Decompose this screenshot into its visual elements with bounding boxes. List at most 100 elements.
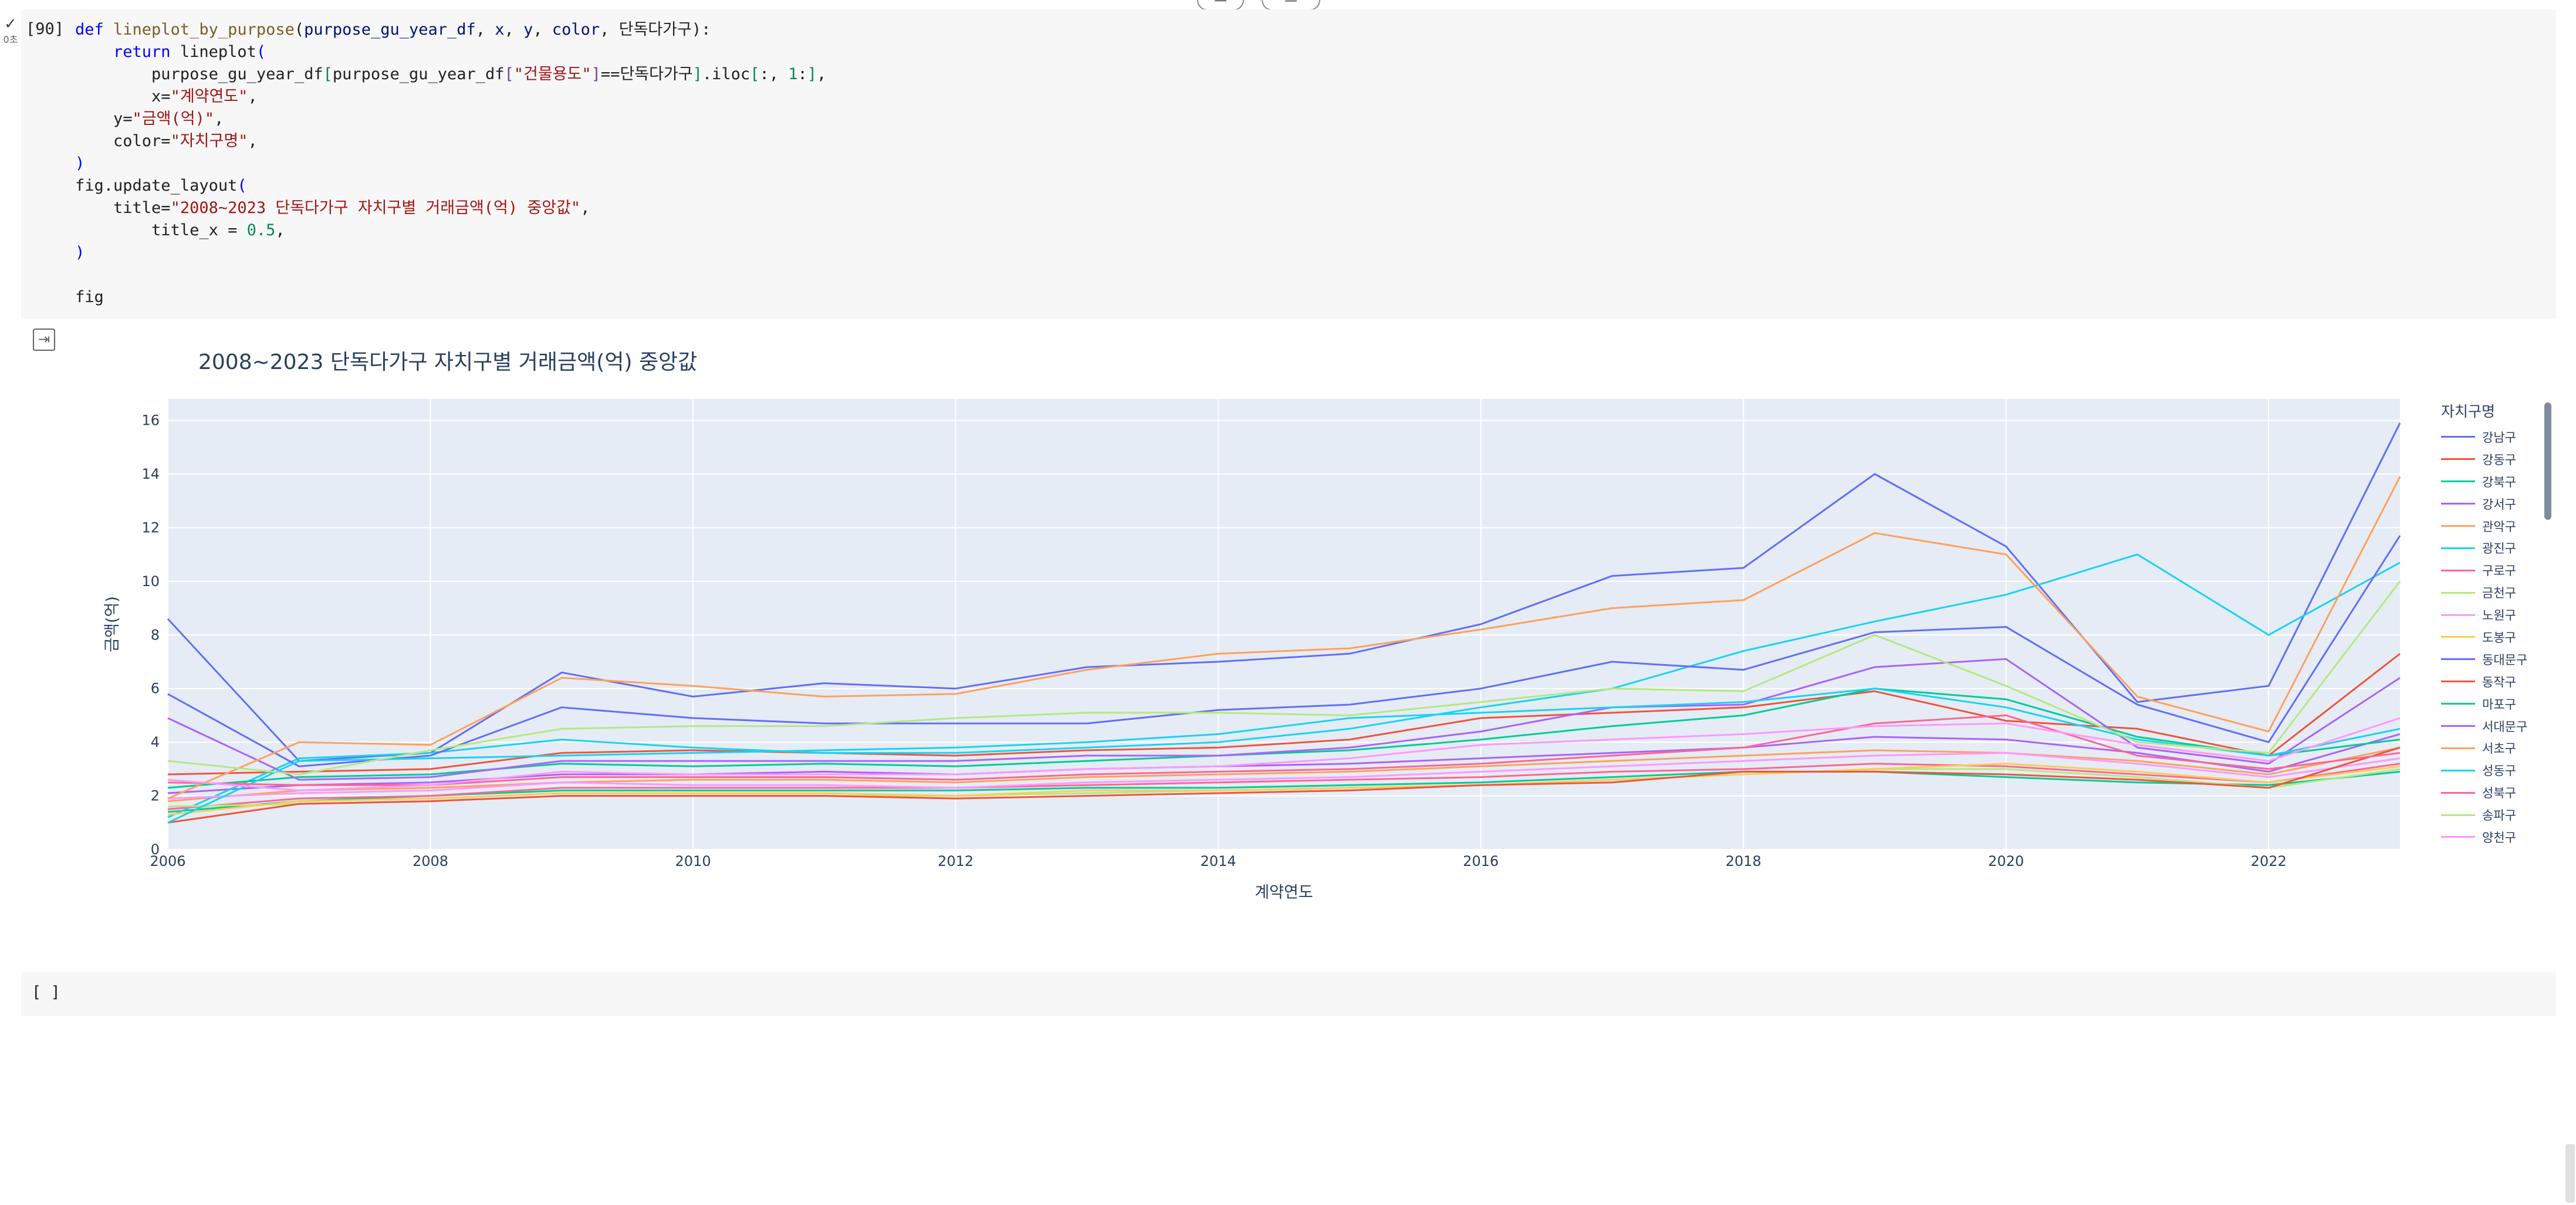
chart-svg[interactable]: 2006 2008 2010 2012 2014 2016 2018 2020 2022 0 2 4 6…: [100, 336, 2401, 910]
x-tick-label: 2014: [1201, 853, 1236, 869]
legend-item[interactable]: 금천구: [2441, 581, 2547, 604]
legend-item[interactable]: 동대문구: [2441, 648, 2547, 671]
legend-label: 성동구: [2482, 764, 2516, 778]
legend-item[interactable]: 동작구: [2441, 671, 2547, 693]
series-line-1[interactable]: [167, 422, 2401, 762]
y-axis-title: 금액(억): [103, 596, 121, 652]
series-line-4[interactable]: [167, 733, 2401, 794]
legend-item[interactable]: 서초구: [2441, 737, 2547, 759]
legend-item[interactable]: 노원구: [2441, 604, 2547, 626]
legend-item[interactable]: 성북구: [2441, 781, 2547, 804]
code-token: 0.5: [246, 221, 276, 239]
legend-label: 동대문구: [2482, 652, 2528, 667]
code-token: lineplot: [180, 43, 256, 61]
code-token: ]: [692, 65, 702, 83]
y-tick-label: 6: [151, 681, 160, 697]
empty-code-cell[interactable]: [ ]: [21, 972, 2556, 1016]
x-axis-title: 계약연도: [1255, 884, 1313, 902]
series-line-17[interactable]: [167, 714, 2401, 786]
legend-item[interactable]: 강남구: [2441, 426, 2547, 448]
series-line-7[interactable]: [167, 763, 2401, 810]
code-token: ,: [248, 87, 258, 106]
legend-item[interactable]: 광진구: [2441, 537, 2547, 559]
page-scrollbar[interactable]: [2565, 1144, 2575, 1203]
series-line-9[interactable]: [167, 752, 2401, 800]
y-tick-label: 4: [151, 734, 160, 750]
series-line-14[interactable]: [167, 658, 2401, 781]
series-line-16[interactable]: [167, 688, 2401, 824]
legend-label: 서대문구: [2482, 719, 2528, 734]
x-tick-label: 2016: [1463, 853, 1499, 869]
series-line-19[interactable]: [167, 717, 2401, 791]
code-line: ): [75, 242, 826, 264]
code-token: ,: [504, 21, 524, 39]
legend-swatch: [2441, 703, 2475, 705]
code-token: y: [523, 21, 533, 39]
code-token: [: [504, 65, 514, 83]
code-token: "2008~2023 단독다가구 자치구별 거래금액(억) 중앙값": [170, 199, 581, 217]
legend-item[interactable]: 도봉구: [2441, 626, 2547, 648]
code-token: purpose_gu_year_df: [75, 65, 323, 83]
code-token: purpose_gu_year_df: [304, 21, 476, 39]
legend-swatch: [2441, 591, 2475, 594]
series-line-18[interactable]: [167, 580, 2401, 776]
series-line-13[interactable]: [167, 688, 2401, 789]
code-token: 1: [788, 65, 798, 83]
legend-item[interactable]: 양천구: [2441, 826, 2547, 848]
run-time: 0초: [3, 34, 18, 45]
series-line-10[interactable]: [167, 763, 2401, 816]
legend-item[interactable]: 서대문구: [2441, 715, 2547, 737]
code-line: return lineplot(: [75, 41, 826, 63]
legend-swatch: [2441, 747, 2475, 749]
code-line: ): [75, 153, 826, 175]
legend-scrollbar[interactable]: [2544, 402, 2551, 520]
code-token: .iloc: [702, 65, 751, 83]
code-token: x: [495, 21, 505, 39]
series-line-12[interactable]: [167, 746, 2401, 824]
series-line-6[interactable]: [167, 553, 2401, 818]
legend-item[interactable]: 관악구: [2441, 515, 2547, 537]
legend-label: 노원구: [2482, 608, 2516, 623]
legend-label: 송파구: [2482, 808, 2516, 823]
legend-label: 강남구: [2482, 430, 2516, 445]
code-token: :,: [759, 65, 789, 83]
legend-item[interactable]: 구로구: [2441, 559, 2547, 581]
y-tick-label: 14: [141, 466, 160, 482]
y-tick-label: 10: [141, 573, 160, 590]
series-line-15[interactable]: [167, 476, 2401, 800]
x-tick-label: 2012: [938, 853, 973, 869]
code-token: fig: [75, 288, 104, 306]
code-line: fig.update_layout(: [75, 175, 826, 197]
legend-item[interactable]: 마포구: [2441, 693, 2547, 715]
legend-title: 자치구명: [2441, 403, 2496, 420]
code-token: ,: [214, 110, 224, 128]
output-toggle-icon[interactable]: ⇥: [33, 329, 55, 351]
chart-title: 2008~2023 단독다가구 자치구별 거래금액(억) 중앙값: [198, 350, 698, 374]
code-line: title_x = 0.5,: [75, 219, 826, 242]
y-tick-label: 12: [141, 519, 160, 536]
code-line: [75, 264, 826, 286]
code-token: ]: [807, 65, 817, 83]
legend-label: 도봉구: [2482, 630, 2516, 645]
series-line-3[interactable]: [167, 770, 2401, 813]
series-line-11[interactable]: [167, 535, 2401, 767]
code-token: "금액(억)": [132, 110, 215, 128]
cell-run-status[interactable]: ✓ 0초: [0, 16, 21, 46]
legend-item[interactable]: 강동구: [2441, 448, 2547, 471]
legend-swatch: [2441, 725, 2475, 727]
x-tick-label: 2022: [2251, 853, 2287, 869]
legend-item[interactable]: 성동구: [2441, 759, 2547, 781]
code-token: ): [75, 243, 85, 262]
code-editor[interactable]: def lineplot_by_purpose(purpose_gu_year_…: [75, 19, 826, 309]
legend-item[interactable]: 강서구: [2441, 493, 2547, 515]
code-token: ==: [600, 65, 620, 83]
legend-swatch: [2441, 480, 2475, 483]
code-cell[interactable]: def lineplot_by_purpose(purpose_gu_year_…: [21, 9, 2556, 319]
legend-label: 마포구: [2482, 697, 2516, 712]
plotly-chart[interactable]: 2008~2023 단독다가구 자치구별 거래금액(억) 중앙값 2006 200…: [100, 336, 2553, 910]
legend-item[interactable]: 강북구: [2441, 471, 2547, 493]
legend-item[interactable]: 송파구: [2441, 804, 2547, 826]
legend-swatch: [2441, 458, 2475, 461]
code-token: ,: [580, 199, 590, 217]
